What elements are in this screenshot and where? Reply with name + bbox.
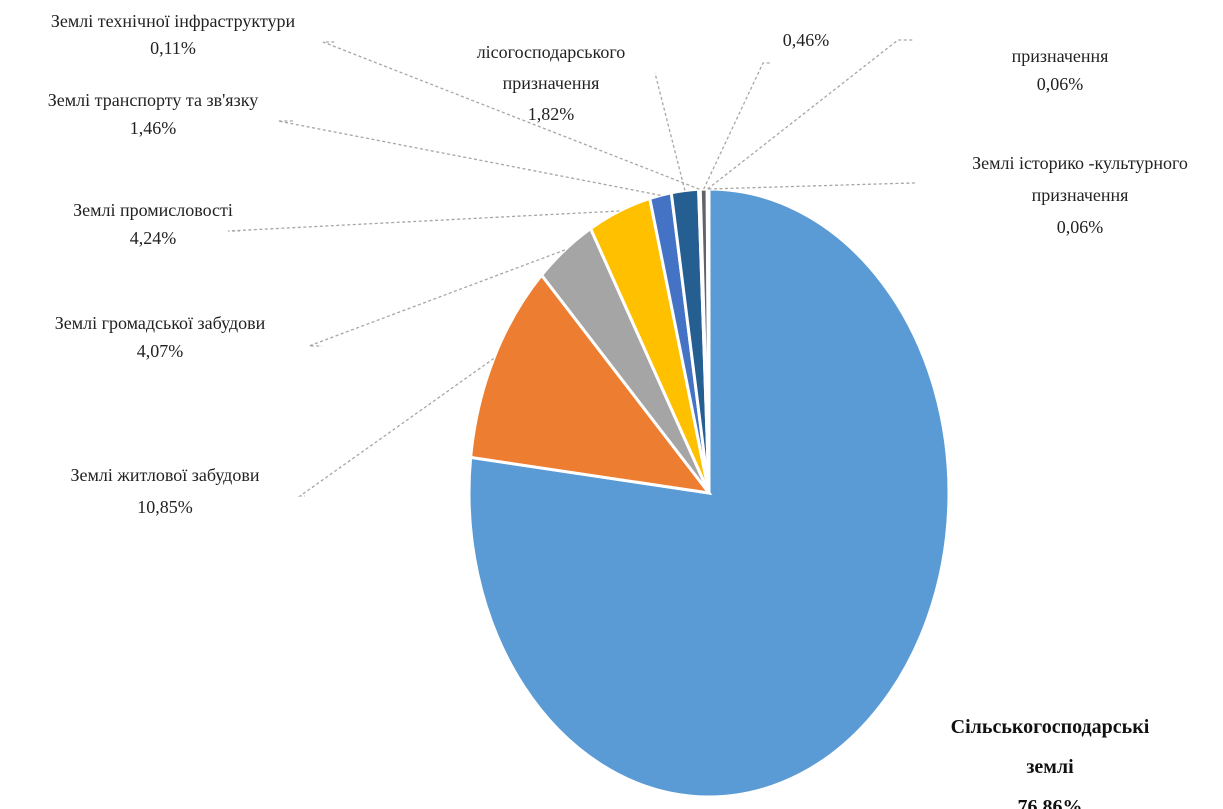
pie-slices (467, 187, 951, 799)
slice-value-label: 0,46% (783, 30, 830, 50)
leader-line (708, 182, 916, 190)
slice-label: призначення 0,06% (1012, 46, 1109, 94)
leader-line (297, 357, 495, 497)
slice-value-label: 4,24% (130, 228, 177, 248)
slice-value-label: 4,07% (137, 341, 184, 361)
slice-value-label: 1,82% (528, 104, 575, 124)
slice-value-label: 0,11% (150, 38, 196, 58)
pie-slice (706, 187, 711, 494)
slice-label: 0,46% (783, 30, 830, 50)
slice-label: Сільськогосподарські землі 76,86% (951, 716, 1150, 809)
leader-line (322, 41, 700, 190)
slice-name-label: Землі технічної інфраструктури (51, 11, 296, 31)
leader-lines (227, 39, 916, 497)
slice-value-label: 76,86% (1018, 796, 1083, 809)
slice-value-label: 10,85% (137, 497, 193, 517)
slice-label: Землі житлової забудови 10,85% (71, 465, 260, 517)
slice-name-label: Землі транспорту та зв'язку (48, 90, 258, 110)
slice-name-label: Землі громадської забудови (55, 313, 266, 333)
slice-label: Землі промисловості 4,24% (73, 200, 233, 248)
slice-labels: Сільськогосподарські землі 76,86% Землі жит… (48, 11, 1188, 809)
slice-label: Землі історико ‑культурного призначення 0,… (972, 153, 1188, 237)
slice-name-label: Землі промисловості (73, 200, 233, 220)
slice-name-label: Землі історико ‑культурного (972, 153, 1188, 173)
leader-line (277, 120, 661, 196)
leader-line (703, 62, 771, 190)
slice-label: Землі транспорту та зв'язку 1,46% (48, 90, 258, 138)
slice-name-label: призначення (1012, 46, 1109, 66)
slice-label: Землі технічної інфраструктури 0,11% (51, 11, 296, 58)
slice-name-label: призначення (503, 73, 600, 93)
slice-name-label: Сільськогосподарські (951, 716, 1150, 738)
slice-label: Землі громадської забудови 4,07% (55, 313, 266, 361)
slice-value-label: 1,46% (130, 118, 177, 138)
leader-line (227, 210, 620, 232)
slice-name-label: Землі житлової забудови (71, 465, 260, 485)
slice-name-label: призначення (1032, 185, 1129, 205)
slice-label: лісогосподарського призначення 1,82% (477, 42, 626, 124)
slice-value-label: 0,06% (1057, 217, 1104, 237)
leader-line (308, 249, 566, 347)
slice-name-label: землі (1026, 756, 1074, 778)
slice-value-label: 0,06% (1037, 74, 1084, 94)
leader-line (707, 39, 913, 190)
slice-name-label: лісогосподарського (477, 42, 626, 62)
leader-line (654, 72, 686, 191)
